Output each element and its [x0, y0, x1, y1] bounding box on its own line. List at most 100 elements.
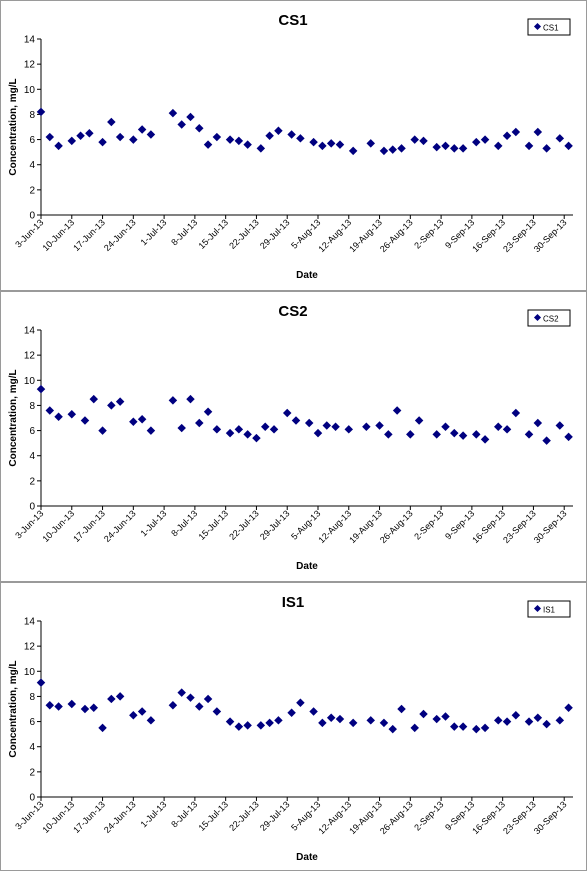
- data-point: [85, 129, 94, 138]
- x-tick-label: 30-Sep-13: [532, 799, 569, 836]
- data-point: [331, 422, 340, 432]
- data-point: [511, 408, 521, 418]
- data-point: [379, 718, 389, 728]
- y-tick-label: 4: [29, 160, 35, 171]
- legend-label: CS1: [543, 24, 559, 33]
- data-point: [309, 707, 318, 716]
- x-tick-label: 8-Jul-13: [169, 217, 199, 247]
- y-tick-label: 2: [29, 767, 35, 778]
- data-point: [225, 135, 235, 144]
- x-tick-label: 15-Jul-13: [196, 799, 230, 833]
- data-point: [45, 132, 55, 142]
- data-point: [441, 141, 450, 151]
- data-point: [98, 723, 107, 733]
- data-point: [432, 142, 441, 152]
- data-point: [335, 714, 345, 724]
- data-point: [186, 394, 195, 404]
- data-point: [265, 718, 274, 728]
- y-tick-label: 6: [29, 426, 35, 437]
- data-point: [511, 711, 521, 720]
- x-tick-label: 22-Jul-13: [227, 217, 261, 251]
- data-point: [129, 711, 138, 720]
- y-tick-label: 14: [24, 617, 36, 628]
- data-point: [177, 423, 186, 433]
- y-tick-label: 0: [29, 793, 35, 804]
- data-point: [225, 717, 235, 726]
- y-tick-label: 14: [24, 326, 36, 337]
- data-point: [388, 724, 397, 734]
- data-point: [80, 704, 90, 714]
- x-tick-label: 15-Jul-13: [196, 508, 230, 542]
- chart-svg-cs1: CS1024681012143-Jun-1310-Jun-1317-Jun-13…: [8, 12, 573, 281]
- data-point: [419, 136, 428, 146]
- data-point: [296, 698, 305, 707]
- data-point: [45, 700, 55, 710]
- data-point: [76, 131, 85, 141]
- data-point: [502, 131, 512, 141]
- data-point: [107, 117, 116, 127]
- data-point: [555, 716, 565, 725]
- data-point: [107, 694, 116, 704]
- data-point: [419, 709, 428, 719]
- data-point: [432, 714, 441, 724]
- data-point: [348, 146, 358, 156]
- x-tick-label: 1-Jul-13: [138, 799, 168, 829]
- data-point: [89, 703, 99, 712]
- data-point: [458, 431, 468, 440]
- legend-marker: [533, 313, 542, 322]
- data-point: [282, 408, 292, 418]
- data-point: [392, 406, 402, 415]
- data-point: [480, 135, 490, 144]
- data-point: [195, 418, 204, 428]
- data-point: [450, 144, 459, 153]
- legend-label: IS1: [543, 606, 556, 615]
- data-point: [36, 384, 46, 394]
- data-point: [564, 703, 573, 712]
- data-point: [137, 415, 147, 424]
- data-point: [397, 704, 406, 714]
- chart-panel-cs2: CS2 0 2 4 6 8 10 12 14 3-Jun-13 10-Jun-13 17-Jun-13…: [0, 291, 587, 582]
- data-point: [89, 394, 99, 404]
- data-point: [384, 430, 393, 439]
- x-tick-label: 8-Jul-13: [169, 799, 199, 829]
- data-point: [564, 141, 573, 151]
- data-point: [137, 125, 147, 134]
- x-tick-label: 26-Aug-13: [378, 799, 415, 836]
- y-tick-label: 14: [24, 35, 36, 46]
- data-point: [115, 692, 125, 701]
- data-point: [322, 421, 332, 430]
- x-axis-label: Date: [296, 561, 318, 572]
- data-point: [265, 131, 274, 141]
- data-point: [494, 716, 503, 725]
- data-point: [313, 428, 323, 438]
- data-point: [252, 433, 261, 443]
- data-point: [472, 137, 481, 147]
- y-tick-label: 10: [24, 667, 36, 678]
- y-tick-label: 8: [29, 110, 35, 121]
- chart-title: CS2: [278, 303, 307, 320]
- x-tick-label: 26-Aug-13: [378, 508, 415, 545]
- x-tick-label: 2-Sep-13: [412, 217, 445, 250]
- data-point: [243, 721, 252, 730]
- data-point: [212, 425, 222, 434]
- chart-title: IS1: [282, 594, 305, 611]
- x-tick-label: 22-Jul-13: [227, 508, 261, 542]
- data-point: [36, 107, 46, 117]
- x-tick-label: 24-Jun-13: [102, 217, 138, 253]
- y-tick-label: 2: [29, 476, 35, 487]
- data-point: [54, 412, 63, 421]
- y-tick-label: 0: [29, 502, 35, 513]
- data-point: [524, 141, 534, 151]
- data-point: [555, 421, 565, 430]
- data-point: [366, 139, 375, 148]
- legend-box: [527, 309, 571, 327]
- y-tick-label: 4: [29, 451, 35, 462]
- x-tick-label: 2-Sep-13: [412, 508, 445, 541]
- x-tick-label: 30-Sep-13: [532, 217, 569, 254]
- x-tick-label: 1-Jul-13: [138, 508, 168, 538]
- data-point: [480, 723, 490, 733]
- legend-label: CS2: [543, 315, 559, 324]
- data-point: [318, 141, 327, 151]
- x-tick-label: 17-Jun-13: [71, 508, 107, 544]
- chart-panel-is1: IS1 0 2 4 6 8 10 12 14 3-Jun-13 10-Jun-13 17-Jun-13…: [0, 582, 587, 871]
